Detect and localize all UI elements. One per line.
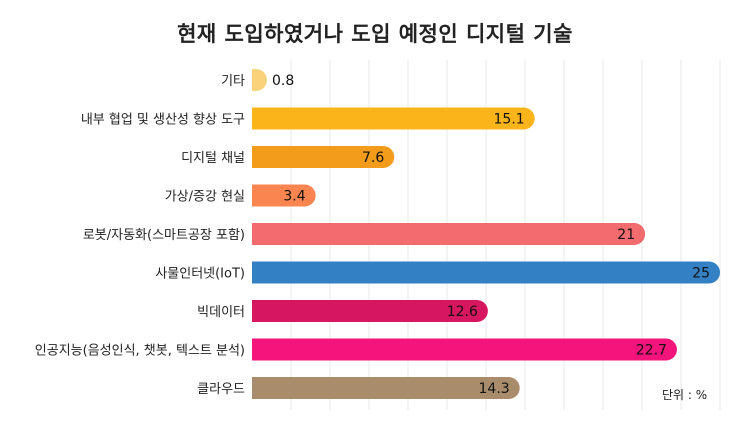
bar [252,107,535,130]
category-label: 디지털 채널 [181,151,245,166]
bar [252,377,520,399]
category-label: 로봇/자동화(스마트공장 포함) [83,228,245,243]
category-label: 가상/증강 현실 [165,190,245,205]
bar [252,261,720,284]
bar [252,223,646,245]
bar [252,338,677,361]
value-label: 25 [692,266,710,282]
bar [252,184,316,207]
value-label: 7.6 [362,150,384,166]
category-label: 기타 [221,74,245,89]
unit-label: 단위 : % [662,388,708,402]
bar [252,146,395,168]
value-label: 15.1 [494,112,525,128]
value-label: 21 [617,227,635,243]
category-label: 내부 협업 및 생산성 향상 도구 [81,113,245,128]
value-label: 14.3 [479,381,510,397]
value-label: 22.7 [636,343,667,359]
category-label: 인공지능(음성인식, 챗봇, 텍스트 분석) [35,344,245,359]
chart-title: 현재 도입하였거나 도입 예정인 디지털 기술 [177,22,573,46]
category-label: 클라우드 [197,382,245,397]
value-label: 3.4 [283,189,305,205]
bar [252,300,488,322]
category-label: 사물인터넷(IoT) [155,267,245,282]
category-label: 빅데이터 [197,305,245,320]
value-label: 12.6 [447,304,478,320]
value-label: 0.8 [272,73,294,89]
bar [252,69,267,92]
